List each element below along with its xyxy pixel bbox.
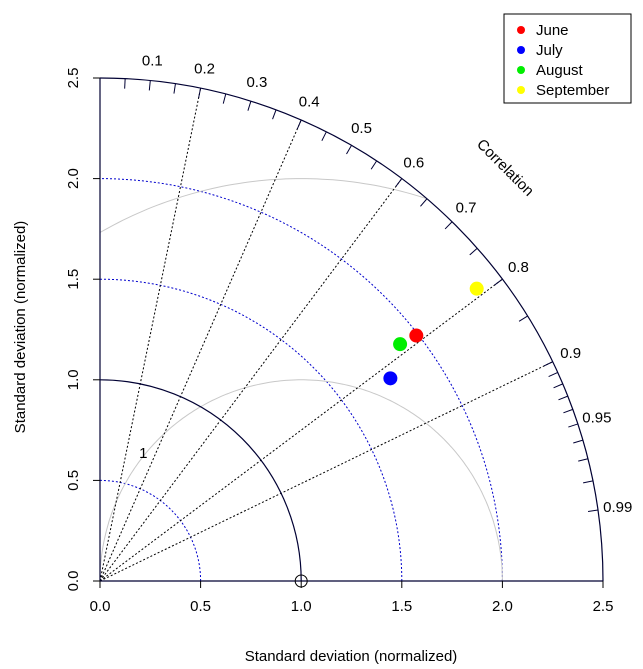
label-layer: 120.10.20.30.40.50.60.70.80.90.950.990.0… [65, 53, 632, 615]
outer-arc [99, 77, 604, 582]
grid-layer [99, 88, 553, 582]
correlation-label: 0.9 [560, 345, 581, 362]
x-tick-label: 0.0 [90, 598, 111, 615]
x-tick-label: 1.0 [291, 598, 312, 615]
correlation-tick [148, 80, 151, 91]
data-point-july [383, 371, 398, 386]
data-point-june [409, 328, 424, 343]
x-axis-title: Standard deviation (normalized) [245, 648, 458, 665]
correlation-label: 0.2 [194, 61, 215, 78]
correlation-label: 0.8 [508, 259, 529, 276]
correlation-label: 0.1 [142, 53, 163, 70]
x-tick-label: 2.5 [593, 598, 614, 615]
correlation-label: 0.7 [456, 200, 477, 217]
rmsd-arc [99, 178, 426, 233]
correlation-tick [173, 83, 176, 94]
correlation-tick [558, 395, 568, 401]
legend-label-september: September [536, 82, 609, 99]
correlation-tick [198, 88, 202, 99]
correlation-tick [568, 423, 579, 428]
correlation-tick [395, 178, 403, 187]
legend-box [503, 13, 632, 104]
correlation-line [99, 361, 553, 582]
correlation-label: 0.95 [582, 410, 611, 427]
data-point-september [469, 281, 484, 296]
y-axis-title: Standard deviation (normalized) [12, 221, 29, 434]
reference-sd-arc [99, 379, 302, 582]
correlation-label: 0.5 [351, 120, 372, 137]
y-tick-label: 1.0 [65, 369, 82, 390]
x-tick-label: 2.0 [492, 598, 513, 615]
legend-label-june: June [536, 22, 569, 39]
sd-grid-arc [99, 278, 403, 582]
correlation-label: 0.6 [403, 155, 424, 172]
correlation-tick [420, 198, 428, 207]
y-tick-label: 0.0 [65, 571, 82, 592]
correlation-tick [247, 101, 252, 111]
correlation-arc-title: Correlation [473, 136, 537, 200]
correlation-line [99, 119, 302, 582]
correlation-tick [583, 480, 594, 484]
correlation-tick [587, 509, 599, 512]
sd-grid-arc [99, 479, 202, 582]
correlation-tick [548, 371, 558, 378]
correlation-tick [578, 458, 589, 462]
correlation-tick [321, 131, 327, 141]
sd-grid-arc [99, 178, 503, 582]
y-tick-label: 2.0 [65, 168, 82, 189]
legend-label-august: August [536, 62, 584, 79]
correlation-tick [543, 361, 553, 367]
x-tick-label: 0.5 [190, 598, 211, 615]
legend-marker-september [517, 86, 525, 94]
y-tick-label: 2.5 [65, 68, 82, 89]
frame-layer [93, 77, 604, 588]
correlation-tick [222, 93, 227, 104]
correlation-tick [296, 119, 302, 130]
x-tick-label: 1.5 [391, 598, 412, 615]
y-tick-label: 1.5 [65, 269, 82, 290]
legend-label-july: July [536, 42, 563, 59]
correlation-line [99, 88, 202, 582]
correlation-tick [346, 145, 352, 155]
correlation-tick [494, 278, 503, 286]
correlation-line [99, 278, 503, 582]
correlation-tick [272, 109, 277, 120]
correlation-tick [518, 315, 528, 322]
rmsd-label: 1 [139, 445, 147, 462]
data-points [383, 281, 484, 386]
correlation-tick [124, 78, 126, 89]
correlation-tick [370, 160, 378, 170]
correlation-tick [553, 383, 563, 389]
correlation-tick [469, 247, 478, 256]
legend-marker-august [517, 66, 525, 74]
legend-marker-june [517, 26, 525, 34]
correlation-label: 0.99 [603, 499, 632, 516]
y-tick-label: 0.5 [65, 470, 82, 491]
data-point-august [393, 337, 408, 352]
correlation-tick [573, 439, 584, 444]
legend: June July August September [503, 13, 632, 104]
correlation-label: 0.3 [246, 74, 267, 91]
rmsd-arc [99, 379, 503, 581]
correlation-tick [444, 221, 453, 230]
legend-marker-july [517, 46, 525, 54]
correlation-tick [563, 408, 573, 414]
correlation-line [99, 178, 403, 582]
correlation-label: 0.4 [299, 94, 320, 111]
